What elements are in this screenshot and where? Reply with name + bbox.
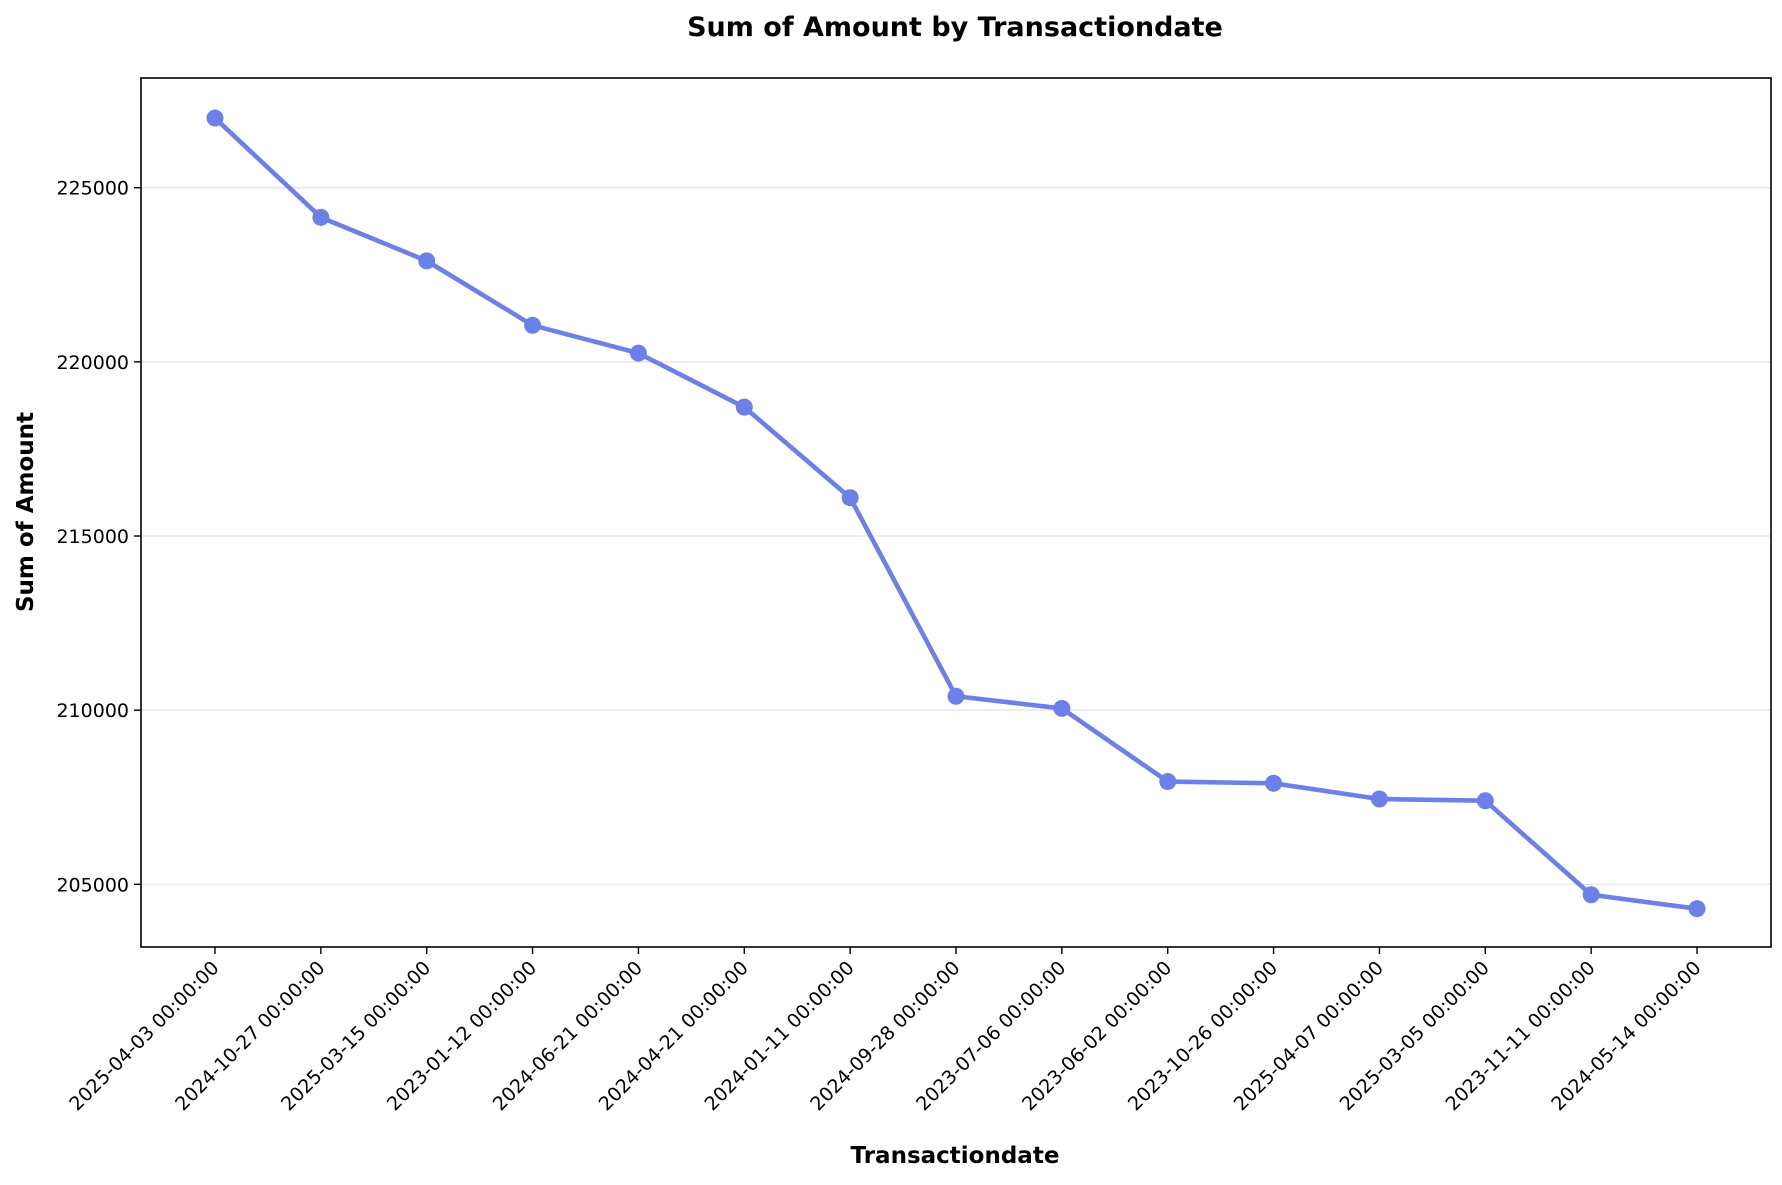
data-point	[735, 398, 753, 416]
chart-title: Sum of Amount by Transactiondate	[687, 12, 1223, 43]
data-point	[1265, 774, 1283, 792]
data-point	[1370, 790, 1388, 808]
x-axis-label: Transactiondate	[851, 1143, 1060, 1169]
data-point	[524, 316, 542, 334]
data-point	[1582, 886, 1600, 904]
y-tick-label: 225000	[56, 178, 129, 200]
y-tick-label: 205000	[56, 874, 129, 896]
y-axis: 205000 210000 215000 220000 225000	[56, 178, 141, 896]
data-point	[1688, 900, 1706, 918]
plot-frame	[140, 77, 1772, 948]
data-point	[312, 208, 330, 226]
data-point	[947, 687, 965, 705]
series	[206, 109, 1706, 918]
y-tick-label: 215000	[56, 526, 129, 548]
data-point	[206, 109, 224, 127]
data-point	[841, 489, 859, 507]
series-line	[212, 115, 1700, 911]
data-point	[418, 252, 436, 270]
data-point	[1476, 792, 1494, 810]
data-point	[629, 344, 647, 362]
y-tick-label: 220000	[56, 352, 129, 374]
data-point	[1053, 699, 1071, 717]
data-point	[1159, 773, 1177, 791]
gridlines	[141, 187, 1771, 885]
y-axis-label: Sum of Amount	[13, 412, 39, 612]
y-tick-label: 210000	[56, 700, 129, 722]
